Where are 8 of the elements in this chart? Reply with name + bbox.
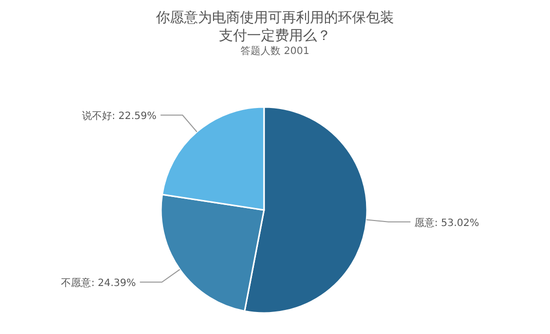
data-label: : 24.39%: [91, 278, 136, 290]
chart-title: 你愿意为电商使用可再利用的环保包装支付一定费用么？: [155, 10, 394, 44]
data-label: : 53.02%: [434, 218, 480, 229]
chart-subtitle: 答题人数 2001: [240, 45, 310, 57]
data-label: : 22.59%: [112, 111, 157, 122]
slice-label: 说不好: [82, 110, 112, 122]
slice-label: 愿意: [414, 216, 434, 229]
slice-label: 不愿意: [61, 277, 92, 290]
